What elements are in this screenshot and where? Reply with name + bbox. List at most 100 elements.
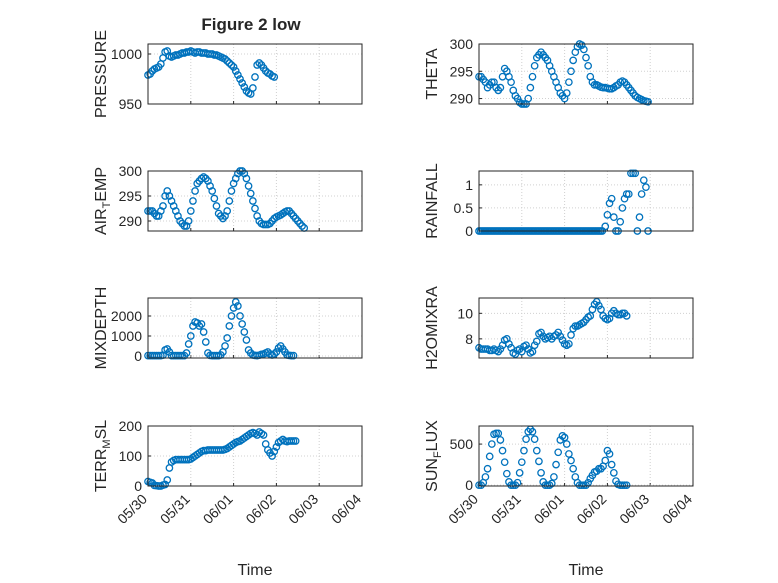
data-point [225, 59, 234, 67]
data-point [642, 183, 650, 192]
data-point [240, 83, 249, 91]
data-point [528, 427, 537, 436]
data-point [631, 169, 640, 178]
data-point [249, 197, 257, 205]
x-axis-label: Time [569, 562, 604, 579]
data-point [221, 342, 229, 350]
data-point [234, 302, 242, 310]
data-point [251, 73, 259, 81]
data-point [163, 476, 172, 484]
y-tick-label: 0 [134, 348, 142, 364]
data-point [225, 322, 234, 330]
data-point [528, 72, 537, 81]
data-point [554, 328, 563, 337]
data-point [601, 456, 610, 465]
data-point [550, 473, 558, 481]
data-point [268, 452, 276, 460]
plot-area [148, 298, 362, 358]
data-point [618, 204, 627, 212]
data-point [537, 468, 545, 477]
axes-box [478, 170, 694, 232]
data-point [289, 351, 298, 360]
y-tick-label: 0 [134, 478, 142, 494]
data-point [231, 67, 240, 75]
plot-area [479, 298, 693, 358]
data-point [530, 341, 539, 350]
y-tick-label: 295 [450, 63, 474, 79]
data-point [530, 61, 539, 70]
data-point [609, 468, 618, 477]
y-tick-label: 10 [457, 305, 473, 321]
data-point [565, 340, 573, 348]
data-point [189, 197, 197, 205]
data-point [535, 457, 543, 466]
y-tick-label: 2000 [111, 308, 142, 324]
data-point [201, 338, 210, 346]
data-point [592, 297, 601, 306]
data-point [182, 349, 191, 357]
axes-box [147, 425, 363, 487]
data-point [607, 460, 616, 469]
data-point [208, 187, 217, 195]
data-point [272, 348, 281, 356]
data-point [161, 480, 169, 489]
data-point [522, 435, 530, 444]
y-axis-label: THETA [424, 48, 441, 100]
data-point [567, 456, 575, 465]
data-point [622, 312, 631, 320]
data-point [507, 78, 515, 87]
data-point [236, 75, 244, 83]
data-point [565, 450, 573, 458]
data-point [562, 440, 571, 448]
y-tick-label: 290 [450, 91, 474, 107]
data-point [637, 190, 646, 198]
data-point [639, 176, 648, 185]
data-point [498, 446, 507, 455]
y-axis-label: RAINFALL [424, 163, 441, 239]
y-tick-label: 0.5 [454, 200, 474, 216]
data-point [229, 63, 238, 71]
y-tick-label: 300 [119, 163, 143, 179]
axes-h2omixra: 8 10 H2OMIXRA [424, 286, 694, 370]
data-point [580, 45, 588, 54]
y-tick-label: 0 [465, 223, 473, 239]
y-axis-label: MIXDEPTH [93, 287, 110, 370]
y-tick-label: 100 [119, 448, 143, 464]
data-point [496, 345, 505, 353]
data-point [184, 340, 193, 348]
data-point [238, 320, 247, 328]
y-tick-label: 500 [450, 436, 474, 452]
data-point [246, 349, 255, 357]
data-point [532, 446, 541, 455]
data-point [481, 473, 490, 481]
data-point [569, 464, 578, 473]
data-point [223, 57, 232, 65]
data-point [298, 222, 306, 230]
data-point [487, 440, 496, 448]
y-tick-label: 300 [450, 36, 474, 52]
data-point [259, 431, 268, 439]
data-point [624, 190, 633, 198]
data-point [545, 481, 554, 490]
plot-area [479, 171, 693, 231]
y-axis-label: H2OMIXRA [424, 286, 441, 370]
y-axis-label: SUNFLUX [424, 420, 444, 492]
data-point [635, 213, 644, 222]
data-point [496, 83, 505, 92]
axes-box [147, 43, 363, 105]
data-point [227, 61, 236, 69]
data-point [483, 464, 492, 473]
axes-air_temp: 290 295 300 AIRTEMP [93, 163, 363, 235]
data-point [569, 56, 578, 65]
data-point [274, 344, 283, 352]
data-point [242, 336, 251, 344]
data-point [526, 83, 535, 92]
data-point [552, 460, 560, 469]
data-point [530, 435, 539, 444]
y-axis-label: PRESSURE [93, 30, 110, 118]
data-point [620, 194, 629, 203]
y-tick-label: 8 [465, 331, 473, 347]
